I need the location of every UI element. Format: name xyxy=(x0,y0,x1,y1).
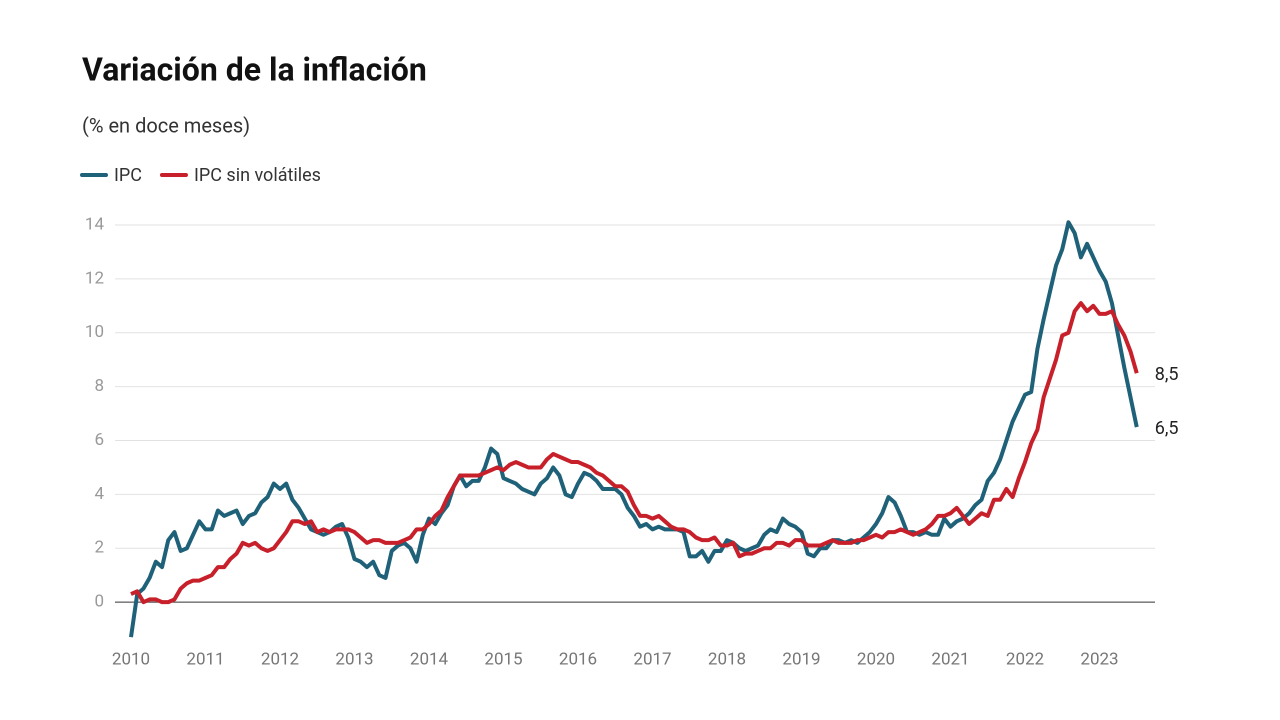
y-tick-label: 2 xyxy=(94,538,104,558)
x-tick-label: 2020 xyxy=(857,649,895,669)
y-tick-label: 0 xyxy=(94,592,104,612)
x-tick-label: 2011 xyxy=(186,649,224,669)
value-label: 6,5 xyxy=(1155,418,1179,439)
legend-label: IPC sin volátiles xyxy=(194,165,321,186)
x-tick-label: 2023 xyxy=(1080,649,1118,669)
y-tick-label: 12 xyxy=(85,268,104,288)
series-line xyxy=(129,220,1139,638)
series-line xyxy=(130,301,1139,605)
x-tick-label: 2021 xyxy=(931,649,969,669)
y-tick-label: 10 xyxy=(85,322,104,342)
x-tick-label: 2019 xyxy=(782,649,820,669)
x-tick-label: 2015 xyxy=(484,649,522,669)
y-tick-label: 4 xyxy=(94,484,104,504)
x-tick-label: 2017 xyxy=(633,649,671,669)
y-tick-label: 14 xyxy=(85,214,105,234)
y-tick-label: 8 xyxy=(94,376,104,396)
legend-label: IPC xyxy=(114,165,142,186)
x-tick-label: 2022 xyxy=(1006,649,1044,669)
y-tick-label: 6 xyxy=(94,430,104,450)
x-tick-label: 2014 xyxy=(410,649,449,669)
value-label: 8,5 xyxy=(1155,364,1179,385)
chart-subtitle: (% en doce meses) xyxy=(82,113,250,137)
x-tick-label: 2018 xyxy=(708,649,746,669)
x-tick-label: 2016 xyxy=(559,649,597,669)
chart-title: Variación de la inflación xyxy=(82,50,427,88)
x-tick-label: 2010 xyxy=(112,649,150,669)
x-tick-label: 2012 xyxy=(261,649,299,669)
x-tick-label: 2013 xyxy=(335,649,373,669)
